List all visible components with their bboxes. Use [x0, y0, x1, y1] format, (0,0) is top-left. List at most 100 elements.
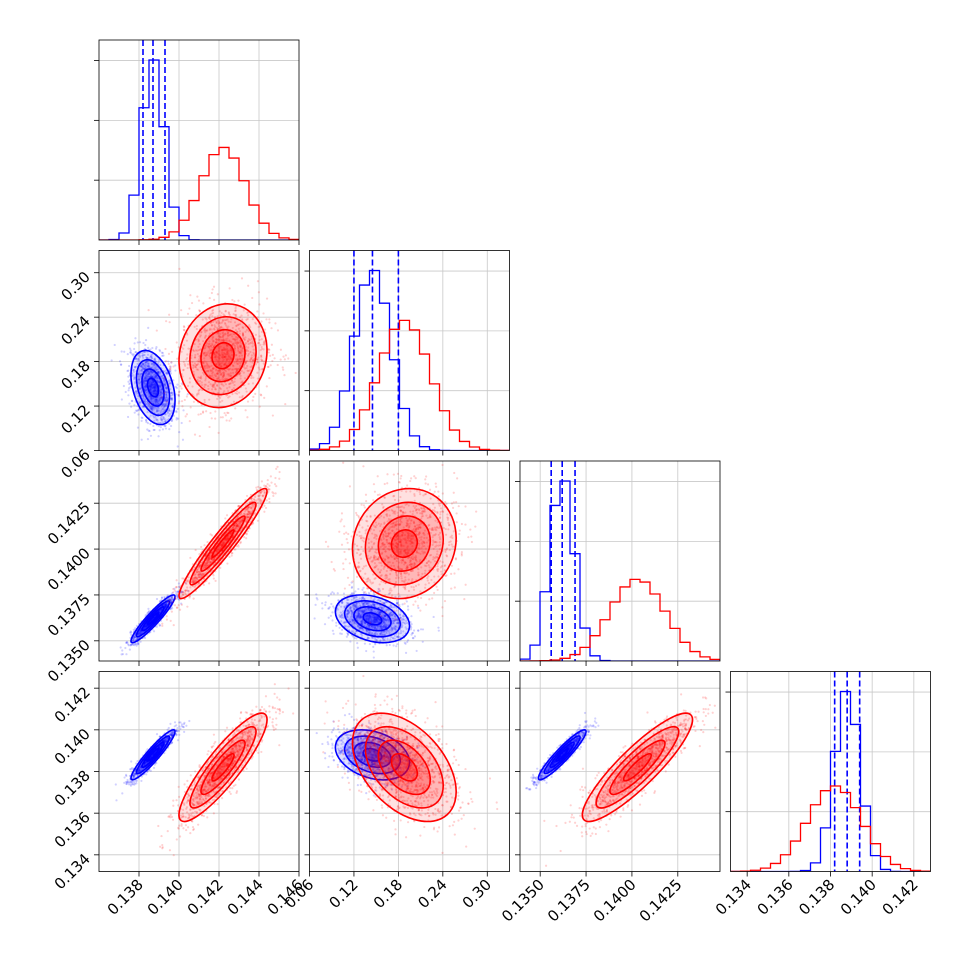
sample-point — [246, 364, 249, 368]
sample-point — [239, 344, 243, 347]
sample-point — [388, 643, 391, 647]
sample-point — [167, 414, 170, 417]
sample-point — [128, 382, 131, 386]
sample-point — [233, 338, 236, 341]
sample-point — [160, 419, 163, 422]
sample-point — [239, 374, 242, 377]
sample-point — [212, 335, 215, 338]
sample-point — [168, 603, 171, 606]
sample-point — [208, 582, 211, 585]
sample-point — [220, 365, 223, 368]
sample-point — [143, 626, 146, 629]
sample-point — [149, 356, 152, 359]
sample-point — [268, 484, 271, 487]
sample-point — [150, 355, 153, 358]
sample-point — [138, 401, 141, 404]
sample-point — [170, 398, 174, 401]
sample-point — [164, 604, 167, 607]
sample-point — [216, 370, 220, 373]
sample-point — [356, 646, 359, 649]
sample-point — [142, 353, 145, 357]
sample-point — [140, 374, 143, 377]
sample-point — [153, 392, 156, 396]
sample-point — [201, 410, 205, 413]
sample-point — [269, 364, 272, 367]
sample-point — [198, 380, 202, 383]
sample-point — [194, 366, 198, 369]
sample-point — [212, 353, 215, 356]
sample-point — [206, 351, 209, 355]
sample-point — [218, 360, 221, 363]
sample-point — [214, 374, 217, 377]
sample-point — [221, 374, 225, 377]
sample-point — [159, 385, 162, 388]
sample-point — [130, 400, 134, 403]
sample-point — [139, 630, 142, 633]
sample-point — [226, 357, 230, 360]
sample-point — [224, 363, 227, 366]
sample-point — [235, 324, 238, 328]
sample-point — [125, 641, 128, 645]
sample-point — [186, 366, 189, 370]
sample-point — [163, 397, 167, 400]
sample-point — [150, 407, 153, 410]
sample-point — [147, 370, 150, 374]
sample-point — [226, 318, 229, 321]
sample-point — [217, 349, 220, 352]
sample-point — [160, 608, 163, 611]
sample-point — [234, 309, 237, 313]
sample-point — [132, 628, 135, 631]
sample-point — [167, 379, 171, 382]
sample-point — [170, 391, 173, 395]
sample-point — [236, 331, 239, 334]
sample-point — [229, 382, 232, 385]
sample-point — [256, 371, 259, 374]
sample-point — [275, 485, 278, 488]
sample-point — [224, 414, 227, 417]
sample-point — [145, 419, 148, 422]
sample-point — [137, 643, 140, 646]
sample-point — [219, 396, 222, 399]
histogram-blue — [309, 269, 510, 451]
sample-point — [152, 400, 155, 403]
sample-point — [153, 419, 156, 422]
sample-point — [241, 360, 244, 363]
sample-point — [153, 406, 156, 409]
sample-point — [165, 371, 169, 374]
sample-point — [175, 386, 179, 390]
sample-point — [225, 419, 228, 422]
sample-point — [183, 326, 186, 329]
sample-point — [257, 325, 260, 329]
sample-point — [204, 334, 208, 337]
sample-point — [143, 625, 147, 629]
sample-point — [165, 402, 168, 405]
sample-point — [151, 390, 155, 393]
sample-point — [172, 587, 175, 591]
sample-point — [231, 364, 235, 367]
sample-point — [127, 369, 130, 372]
sample-point — [160, 396, 163, 399]
sample-point — [141, 405, 144, 409]
sample-point — [151, 381, 154, 384]
sample-point — [183, 363, 186, 366]
sample-point — [150, 390, 153, 394]
sample-point — [229, 333, 233, 336]
sample-point — [200, 377, 203, 380]
histogram-blue — [99, 59, 299, 240]
sample-point — [236, 362, 239, 365]
sample-point — [153, 376, 156, 379]
sample-point — [236, 345, 239, 348]
sample-point — [149, 406, 152, 409]
sample-point — [191, 385, 194, 388]
sample-point — [245, 366, 248, 370]
sample-point — [238, 391, 241, 394]
sample-point — [152, 390, 155, 393]
sample-point — [154, 375, 157, 379]
sample-point — [144, 366, 147, 369]
sample-point — [262, 341, 265, 344]
sample-point — [209, 345, 212, 348]
sample-point — [270, 481, 273, 484]
sample-point — [260, 330, 263, 334]
sample-point — [199, 571, 202, 574]
sample-point — [144, 385, 147, 388]
